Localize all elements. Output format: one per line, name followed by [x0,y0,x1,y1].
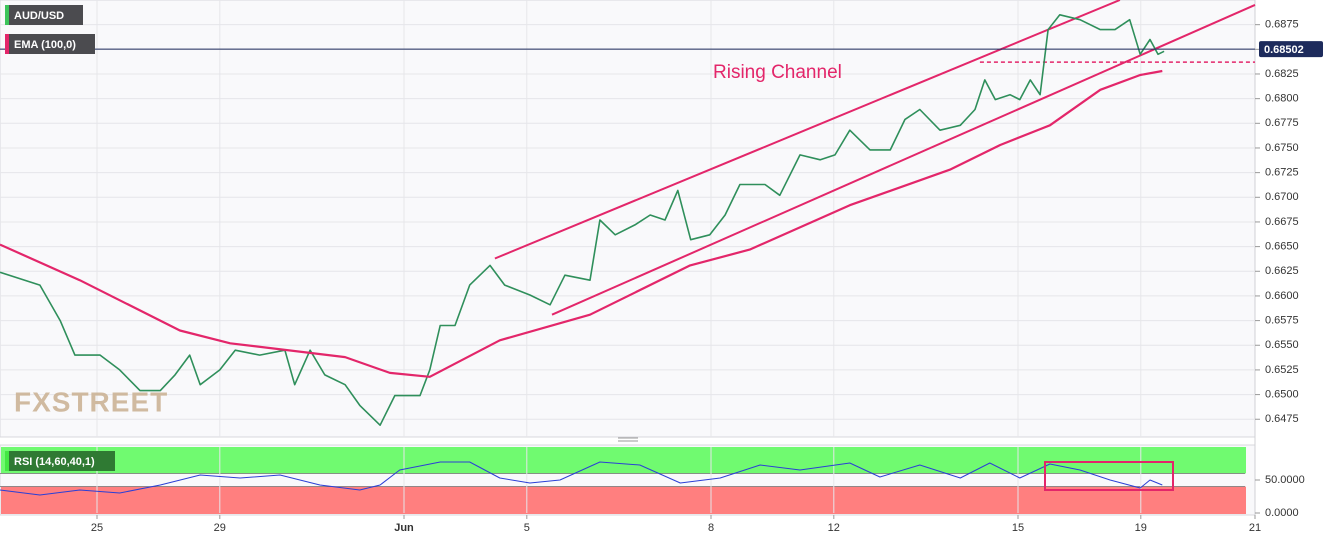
x-tick-label: 5 [524,522,530,534]
y-tick-label: 0.6600 [1265,290,1299,302]
y-tick-label: 0.6650 [1265,241,1299,253]
y-tick-label: 0.6800 [1265,93,1299,105]
series-line [0,461,1163,496]
x-tick-label: 25 [91,522,103,534]
annotation: Rising Channel [713,62,842,83]
series-line [0,69,1163,378]
y-tick-label: 0.0000 [1265,507,1299,519]
legend-label: AUD/USD [14,10,64,22]
y-tick-label: 0.6825 [1265,68,1299,80]
y-tick-label: 0.6575 [1265,315,1299,327]
legend-box [5,451,115,471]
x-tick-label: 8 [708,522,714,534]
y-tick-label: 0.6775 [1265,117,1299,129]
legend-swatch [5,34,9,54]
legend-box [5,34,95,54]
y-tick-label: 0.6750 [1265,142,1299,154]
y-tick-label: 0.6500 [1265,388,1299,400]
x-tick-label: Jun [394,522,414,534]
legend-box [5,5,83,25]
price-panel [0,0,1256,438]
highlight-box [1044,461,1174,491]
y-tick-label: 0.6550 [1265,339,1299,351]
y-tick-label: 0.6675 [1265,216,1299,228]
x-tick-label: 12 [828,522,840,534]
series-line [0,14,1165,426]
lower-band [1,486,1246,514]
x-tick-label: 19 [1135,522,1147,534]
y-tick-label: 0.6700 [1265,191,1299,203]
legend-swatch [5,5,9,25]
y-tick-label: 50.0000 [1265,474,1305,486]
y-tick-label: 0.6875 [1265,19,1299,31]
y-tick-label: 0.6525 [1265,364,1299,376]
trend-line [494,0,1121,260]
last-price-label: 0.68502 [1264,44,1304,56]
last-price-box [1259,41,1323,58]
x-tick-label: 15 [1012,522,1024,534]
x-tick-label: 29 [214,522,226,534]
upper-band [1,447,1246,474]
trend-line [551,3,1256,316]
legend-swatch [5,451,9,471]
watermark: FXSTREET [14,386,168,417]
y-tick-label: 0.6625 [1265,265,1299,277]
legend-label: EMA (100,0) [14,39,76,51]
legend-label: RSI (14,60,40,1) [14,456,95,468]
y-tick-label: 0.6725 [1265,167,1299,179]
x-tick-label: 21 [1249,522,1261,534]
y-tick-label: 0.6475 [1265,413,1299,425]
